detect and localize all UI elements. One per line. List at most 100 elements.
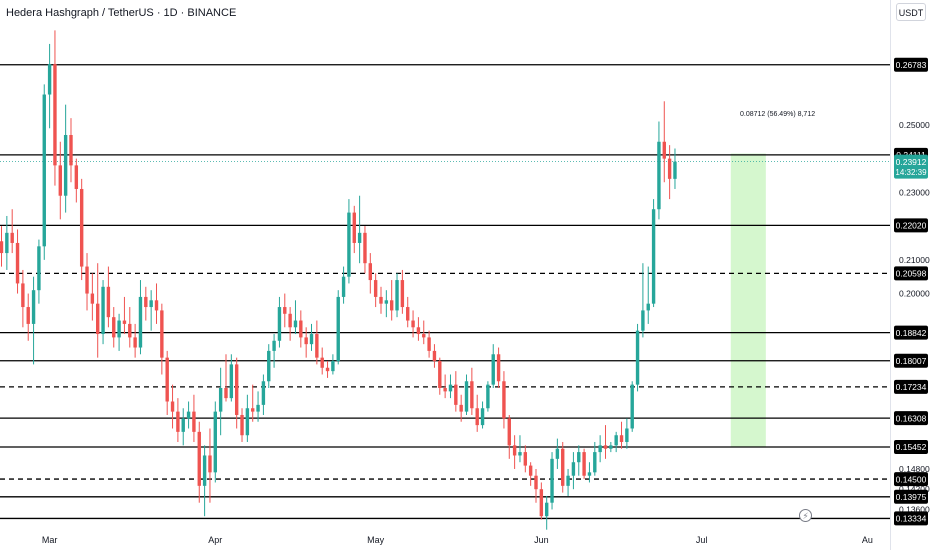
price-tick-label: 0.20000 bbox=[899, 289, 930, 299]
candle-body bbox=[213, 411, 217, 473]
date-label: Jun bbox=[534, 535, 549, 545]
price-tick-label: 0.23000 bbox=[899, 187, 930, 197]
candle bbox=[224, 354, 228, 402]
candle bbox=[646, 266, 650, 324]
candle bbox=[85, 253, 89, 311]
candle-body bbox=[406, 307, 410, 321]
candle-body bbox=[341, 276, 346, 297]
candle bbox=[117, 313, 121, 351]
candle-body bbox=[593, 452, 597, 473]
level-badge-label: 0.22020 bbox=[896, 221, 927, 231]
candle-body bbox=[63, 135, 68, 196]
candle-body bbox=[240, 414, 244, 436]
candle-body bbox=[10, 232, 14, 243]
candle bbox=[128, 307, 132, 348]
candle bbox=[464, 374, 469, 415]
candle-body bbox=[37, 246, 41, 291]
candle bbox=[186, 401, 191, 429]
candle-body bbox=[662, 141, 666, 159]
candle bbox=[577, 445, 581, 476]
flash-icon[interactable]: ⚡ bbox=[799, 509, 812, 522]
candle-body bbox=[502, 381, 506, 419]
candle bbox=[598, 435, 602, 463]
candle-body bbox=[582, 452, 586, 476]
candle bbox=[432, 344, 437, 368]
candle-body bbox=[128, 323, 132, 338]
candle-body bbox=[176, 411, 180, 432]
candle-body bbox=[251, 408, 255, 412]
level-badge bbox=[894, 325, 928, 340]
candle bbox=[523, 445, 528, 473]
candle bbox=[438, 357, 442, 395]
candle bbox=[277, 296, 282, 348]
candle bbox=[79, 178, 84, 281]
candle bbox=[448, 374, 453, 399]
measure-range bbox=[730, 153, 766, 447]
level-badge bbox=[894, 411, 928, 426]
candle-body bbox=[58, 165, 62, 196]
candle-body bbox=[614, 435, 618, 446]
candle-body bbox=[454, 384, 458, 405]
candle-body bbox=[635, 330, 640, 385]
candle-body bbox=[133, 337, 137, 348]
candle-body bbox=[550, 458, 554, 503]
level-badge-label: 0.18842 bbox=[896, 328, 927, 338]
candle-body bbox=[496, 354, 501, 382]
candle bbox=[459, 394, 463, 422]
candle-body bbox=[288, 313, 292, 328]
candle-body bbox=[47, 64, 52, 95]
candle bbox=[181, 408, 185, 446]
price-tick-label: 0.14800 bbox=[899, 464, 930, 474]
date-label: Au bbox=[862, 535, 873, 545]
candle-body bbox=[357, 232, 362, 243]
candle-body bbox=[261, 381, 266, 405]
candle bbox=[502, 371, 506, 429]
candle-body bbox=[325, 367, 330, 372]
candle-body bbox=[106, 286, 111, 318]
level-badge-label: 0.13334 bbox=[896, 514, 927, 524]
candle bbox=[176, 398, 180, 442]
candle-body bbox=[208, 455, 212, 473]
candle-body bbox=[26, 307, 30, 324]
candle-body bbox=[299, 320, 303, 338]
candle-body bbox=[218, 388, 223, 412]
candle-body bbox=[267, 350, 271, 382]
candle bbox=[480, 401, 485, 429]
candle bbox=[614, 431, 618, 453]
date-label: May bbox=[367, 535, 385, 545]
candle-body bbox=[0, 241, 4, 254]
candle bbox=[234, 357, 239, 429]
candle-body bbox=[160, 310, 164, 358]
level-badge bbox=[894, 511, 928, 526]
candle bbox=[411, 310, 415, 338]
level-badge-label: 0.13975 bbox=[896, 492, 927, 502]
level-badge bbox=[894, 57, 928, 72]
candle bbox=[336, 290, 340, 365]
candle bbox=[10, 209, 14, 254]
candle-body bbox=[138, 296, 143, 348]
candle-body bbox=[42, 94, 46, 247]
candle-body bbox=[448, 384, 453, 392]
date-label: Apr bbox=[208, 535, 222, 545]
candle bbox=[26, 293, 30, 341]
candle-body bbox=[657, 141, 661, 210]
candle-body bbox=[96, 303, 100, 335]
candle-body bbox=[491, 354, 495, 385]
candle bbox=[609, 441, 613, 453]
candle-body bbox=[641, 310, 645, 331]
level-badge bbox=[894, 379, 928, 394]
candle-body bbox=[443, 388, 447, 392]
candle-body bbox=[523, 452, 528, 466]
candle-body bbox=[507, 418, 511, 446]
candle bbox=[96, 263, 100, 358]
candle-body bbox=[283, 307, 287, 314]
candle bbox=[422, 320, 426, 345]
currency-button[interactable]: USDT bbox=[896, 3, 926, 21]
candle-body bbox=[555, 448, 560, 459]
candle-body bbox=[154, 300, 159, 311]
candle-body bbox=[352, 212, 356, 243]
candle bbox=[635, 323, 640, 392]
candle-body bbox=[202, 455, 207, 486]
price-tick-label: 0.13600 bbox=[899, 504, 930, 514]
